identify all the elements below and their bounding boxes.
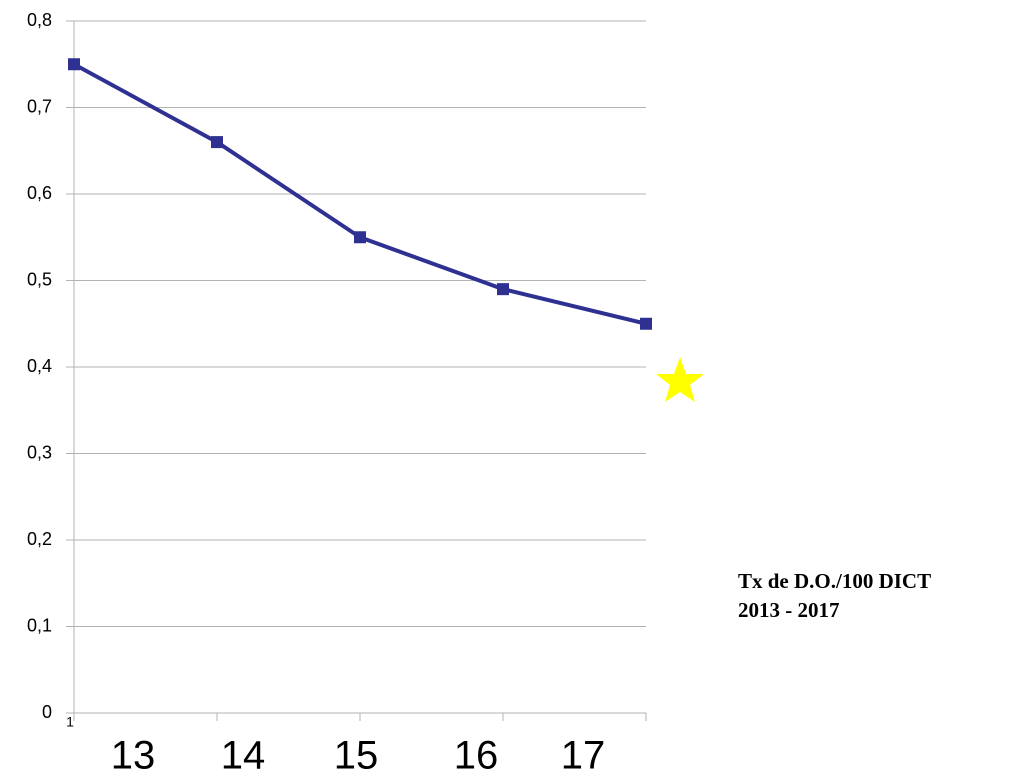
star xyxy=(656,357,704,402)
y-tick-label: 0,3 xyxy=(27,442,52,462)
x-annotation: 15 xyxy=(334,734,379,778)
y-tick-label: 0,4 xyxy=(27,356,52,376)
annotation: 2013 - 2017 xyxy=(738,598,840,622)
y-tick-label: 0,5 xyxy=(27,269,52,289)
y-tick-label: 0,6 xyxy=(27,183,52,203)
marker xyxy=(68,58,80,71)
y-tick-label: 0,1 xyxy=(27,615,52,635)
x-tick-label: 1 xyxy=(66,714,74,730)
marker xyxy=(640,317,652,330)
y-tick-label: 0 xyxy=(42,702,52,722)
x-annotation: 14 xyxy=(221,734,266,778)
x-annotation: 13 xyxy=(111,734,156,778)
x-annotation: 17 xyxy=(561,734,606,778)
marker xyxy=(211,136,223,149)
marker xyxy=(354,231,366,244)
y-tick-label: 0,8 xyxy=(27,10,52,30)
x-annotation: 16 xyxy=(454,734,499,778)
annotation: Tx de D.O./100 DICT xyxy=(738,569,931,593)
y-tick-label: 0,7 xyxy=(27,96,52,116)
y-tick-label: 0,2 xyxy=(27,529,52,549)
marker xyxy=(497,283,509,296)
